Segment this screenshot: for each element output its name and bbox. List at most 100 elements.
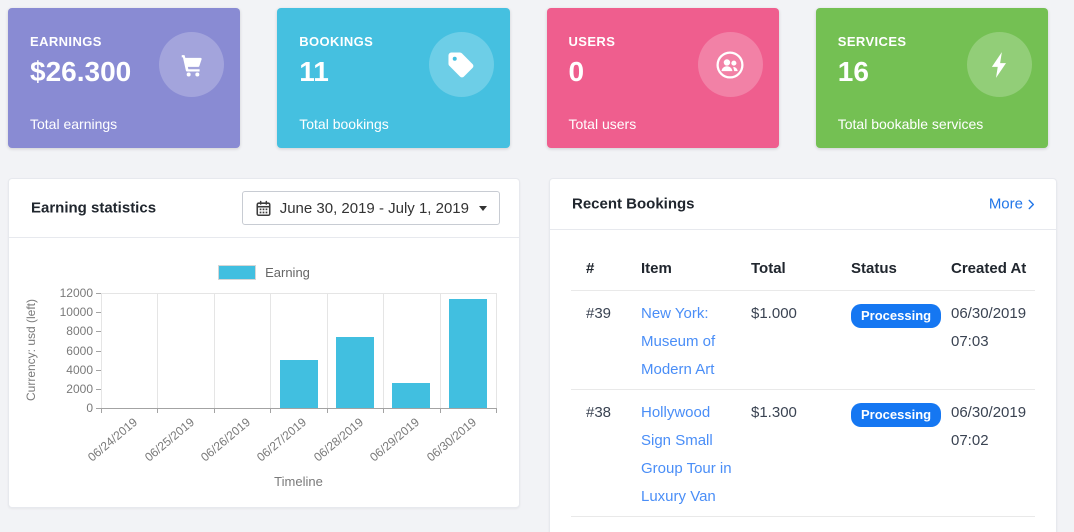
chart-top-border bbox=[101, 293, 496, 294]
x-gridline bbox=[157, 293, 159, 408]
stat-card-value: $26.300 bbox=[30, 56, 132, 87]
booking-item: New York: Museum of Modern Art bbox=[641, 300, 751, 384]
y-tick-label: 4000 bbox=[66, 362, 93, 377]
users-icon bbox=[714, 49, 746, 81]
date-range-label: June 30, 2019 - July 1, 2019 bbox=[279, 199, 469, 217]
cart-icon bbox=[176, 49, 208, 81]
date-range-picker[interactable]: June 30, 2019 - July 1, 2019 bbox=[241, 191, 500, 225]
bolt-icon bbox=[984, 49, 1016, 81]
legend-label: Earning bbox=[265, 265, 310, 280]
x-tick-label: 06/30/2019 bbox=[423, 415, 479, 465]
stat-card-title: USERS bbox=[568, 34, 616, 49]
y-tick-label: 10000 bbox=[59, 305, 93, 320]
earning-chart: Earning Currency: usd (left) 0 2000 4000 60… bbox=[9, 238, 519, 508]
y-tick-label: 0 bbox=[86, 401, 93, 415]
caret-down-icon bbox=[479, 205, 487, 211]
y-tick bbox=[96, 312, 101, 314]
chevron-right-icon bbox=[1024, 197, 1038, 212]
booking-id: #38 bbox=[586, 404, 612, 421]
stat-card-services: SERVICES 16 Total bookable services bbox=[815, 8, 1048, 148]
stat-card-users: USERS 0 Total users bbox=[546, 8, 779, 148]
y-tick-label: 8000 bbox=[66, 324, 93, 339]
x-tick-label: 06/24/2019 bbox=[85, 415, 141, 465]
earning-panel-header: Earning statistics June 30, 2019 - July … bbox=[9, 179, 519, 238]
status-badge: Processing bbox=[851, 304, 942, 328]
booking-status: Processing bbox=[851, 399, 951, 511]
stat-card-value: 0 bbox=[568, 56, 585, 87]
y-tick bbox=[96, 293, 101, 294]
earning-bar bbox=[335, 337, 374, 408]
stat-card-title: EARNINGS bbox=[30, 34, 102, 49]
x-tick bbox=[439, 408, 441, 413]
status-badge: Processing bbox=[851, 403, 942, 427]
x-tick bbox=[157, 408, 159, 413]
y-tick bbox=[96, 331, 101, 333]
x-tick-label: 06/29/2019 bbox=[367, 415, 423, 465]
column-header-item: Item bbox=[641, 260, 672, 277]
y-tick bbox=[96, 350, 101, 352]
chart-legend-item[interactable]: Earning bbox=[9, 265, 519, 280]
x-tick bbox=[496, 408, 497, 413]
legend-swatch bbox=[218, 265, 257, 280]
booking-status: Processing bbox=[851, 300, 951, 384]
column-header-status: Status bbox=[851, 260, 897, 277]
x-gridline bbox=[326, 293, 328, 408]
stat-icon-circle bbox=[967, 32, 1032, 97]
booking-item-link[interactable]: Hollywood Sign Small Group Tour in Luxur… bbox=[641, 404, 732, 505]
x-tick-label: 06/26/2019 bbox=[198, 415, 254, 465]
booking-row: #39 New York: Museum of Modern Art $1.000 P… bbox=[571, 291, 1035, 390]
earning-statistics-panel: Earning statistics June 30, 2019 - July … bbox=[8, 178, 520, 508]
recent-bookings-panel: Recent Bookings More # Item Total Status Cre… bbox=[549, 178, 1057, 532]
x-gridline bbox=[439, 293, 441, 408]
x-tick bbox=[270, 408, 272, 413]
x-tick bbox=[213, 408, 215, 413]
x-tick-label: 06/28/2019 bbox=[310, 415, 366, 465]
bookings-panel-header: Recent Bookings More bbox=[550, 179, 1056, 230]
stat-card-label: Total users bbox=[568, 116, 637, 132]
earning-bar bbox=[448, 299, 487, 408]
bookings-table: # Item Total Status Created At #39 New York: … bbox=[571, 230, 1035, 517]
stat-card-label: Total earnings bbox=[30, 116, 118, 132]
stat-card-earnings: EARNINGS $26.300 Total earnings bbox=[8, 8, 241, 148]
booking-item-link[interactable]: New York: Museum of Modern Art bbox=[641, 305, 716, 378]
earning-bar bbox=[392, 383, 431, 408]
column-header-id: # bbox=[586, 260, 595, 277]
booking-created-at: 06/30/2019 07:03 bbox=[951, 305, 1027, 350]
column-header-total: Total bbox=[751, 260, 786, 277]
x-tick-label: 06/27/2019 bbox=[254, 415, 310, 465]
x-gridline bbox=[101, 293, 102, 408]
stat-card-title: BOOKINGS bbox=[299, 34, 374, 49]
stat-card-bookings: BOOKINGS 11 Total bookings bbox=[277, 8, 510, 148]
booking-created-at: 06/30/2019 07:02 bbox=[951, 404, 1027, 449]
x-axis-line bbox=[101, 408, 497, 409]
y-tick bbox=[96, 369, 101, 371]
booking-row: #38 Hollywood Sign Small Group Tour in Lu… bbox=[571, 390, 1035, 517]
booking-total: $1.300 bbox=[751, 404, 797, 421]
more-link[interactable]: More bbox=[989, 196, 1038, 213]
earning-statistics-title: Earning statistics bbox=[31, 199, 157, 217]
bookings-table-header: # Item Total Status Created At bbox=[571, 230, 1035, 291]
y-tick-label: 12000 bbox=[59, 286, 93, 300]
booking-total: $1.000 bbox=[751, 305, 797, 322]
stat-icon-circle bbox=[428, 32, 494, 97]
earning-bar bbox=[279, 360, 318, 408]
tag-icon bbox=[445, 49, 477, 81]
y-tick-label: 6000 bbox=[66, 343, 93, 358]
booking-id: #39 bbox=[586, 305, 612, 322]
stat-card-label: Total bookable services bbox=[837, 116, 984, 132]
x-gridline bbox=[383, 293, 385, 408]
stat-card-value: 16 bbox=[837, 56, 869, 87]
x-gridline bbox=[270, 293, 272, 408]
x-tick-label: 06/25/2019 bbox=[141, 415, 197, 465]
stat-icon-circle bbox=[159, 32, 225, 97]
x-tick bbox=[326, 408, 328, 413]
stat-card-title: SERVICES bbox=[837, 34, 907, 49]
stat-icon-circle bbox=[697, 32, 763, 97]
stat-card-value: 11 bbox=[299, 56, 329, 87]
x-gridline bbox=[213, 293, 215, 408]
more-link-label: More bbox=[988, 195, 1023, 213]
booking-item: Hollywood Sign Small Group Tour in Luxur… bbox=[641, 399, 751, 511]
recent-bookings-title: Recent Bookings bbox=[572, 195, 695, 213]
stat-card-label: Total bookings bbox=[299, 116, 389, 132]
